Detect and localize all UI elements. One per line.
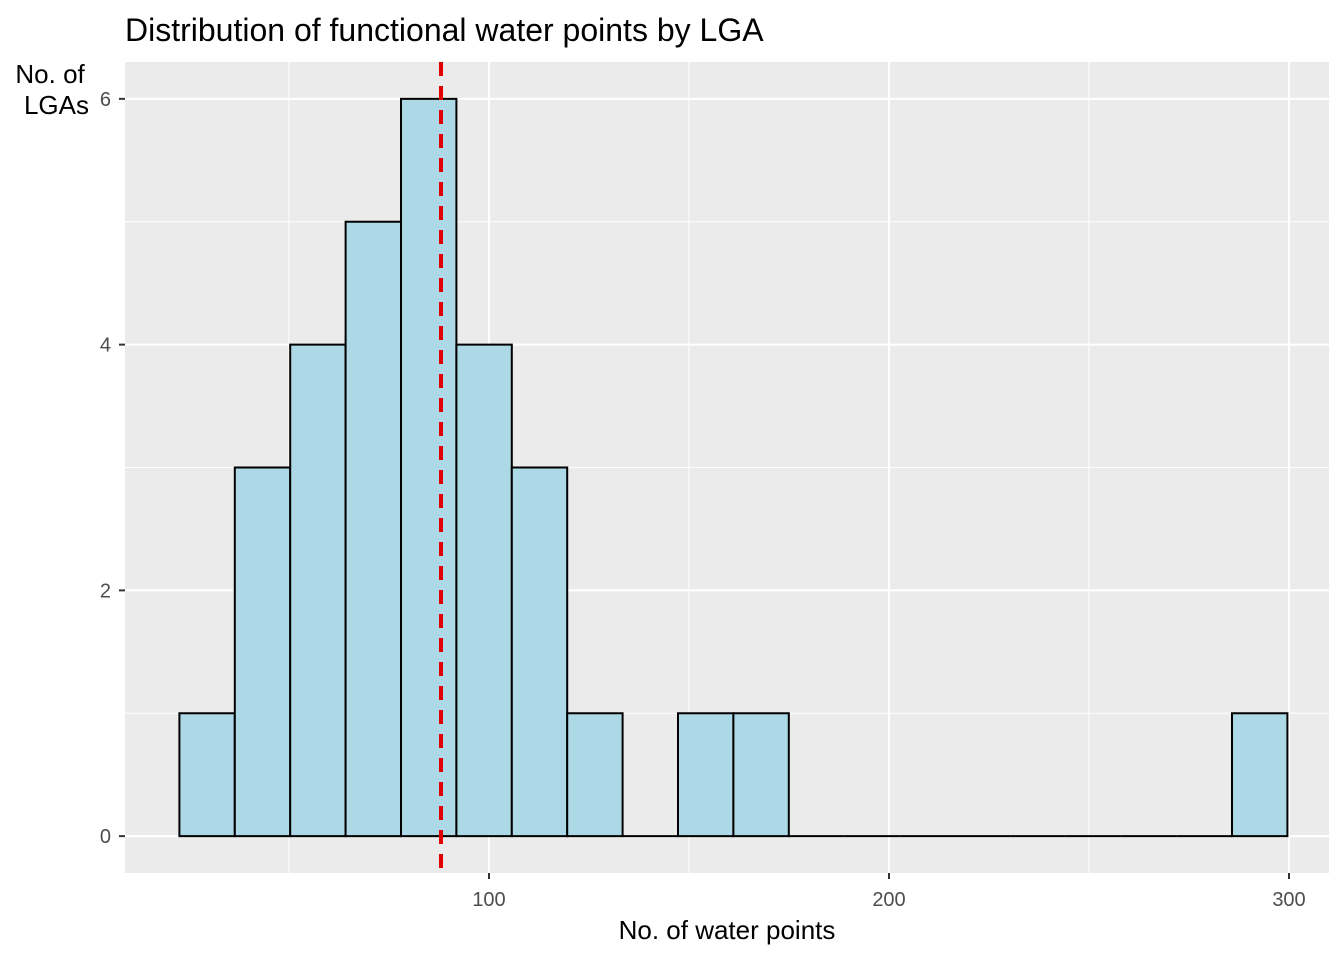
histogram-bar: [732, 712, 790, 838]
x-tick-label: 300: [1272, 889, 1305, 911]
y-axis-title-line-2: LGAs: [24, 90, 89, 120]
histogram-bar: [455, 343, 513, 838]
y-axis-title: No. of LGAs: [15, 59, 92, 120]
histogram-bar: [510, 466, 569, 838]
y-axis-title-line-1: No. of: [15, 59, 85, 89]
axis-ticks: 100 200 300 0 2 4 6: [100, 89, 1306, 911]
histogram-bar: [178, 712, 236, 838]
histogram-bar: [233, 466, 292, 838]
y-tick-label: 4: [100, 335, 111, 357]
histogram-bar: [1231, 712, 1289, 838]
y-tick-label: 2: [100, 580, 111, 602]
histogram-bar: [400, 97, 458, 838]
histogram-bar: [677, 712, 735, 838]
histogram-bar: [289, 343, 347, 838]
histogram-bar: [566, 712, 624, 838]
x-tick-label: 200: [872, 889, 905, 911]
y-tick-label: 0: [100, 826, 111, 848]
x-axis-title: No. of water points: [619, 915, 836, 945]
chart-title: Distribution of functional water points …: [125, 12, 764, 48]
y-tick-label: 6: [100, 89, 111, 111]
histogram-bars: [178, 97, 1289, 838]
x-tick-label: 100: [472, 889, 505, 911]
histogram-bar: [344, 220, 403, 838]
